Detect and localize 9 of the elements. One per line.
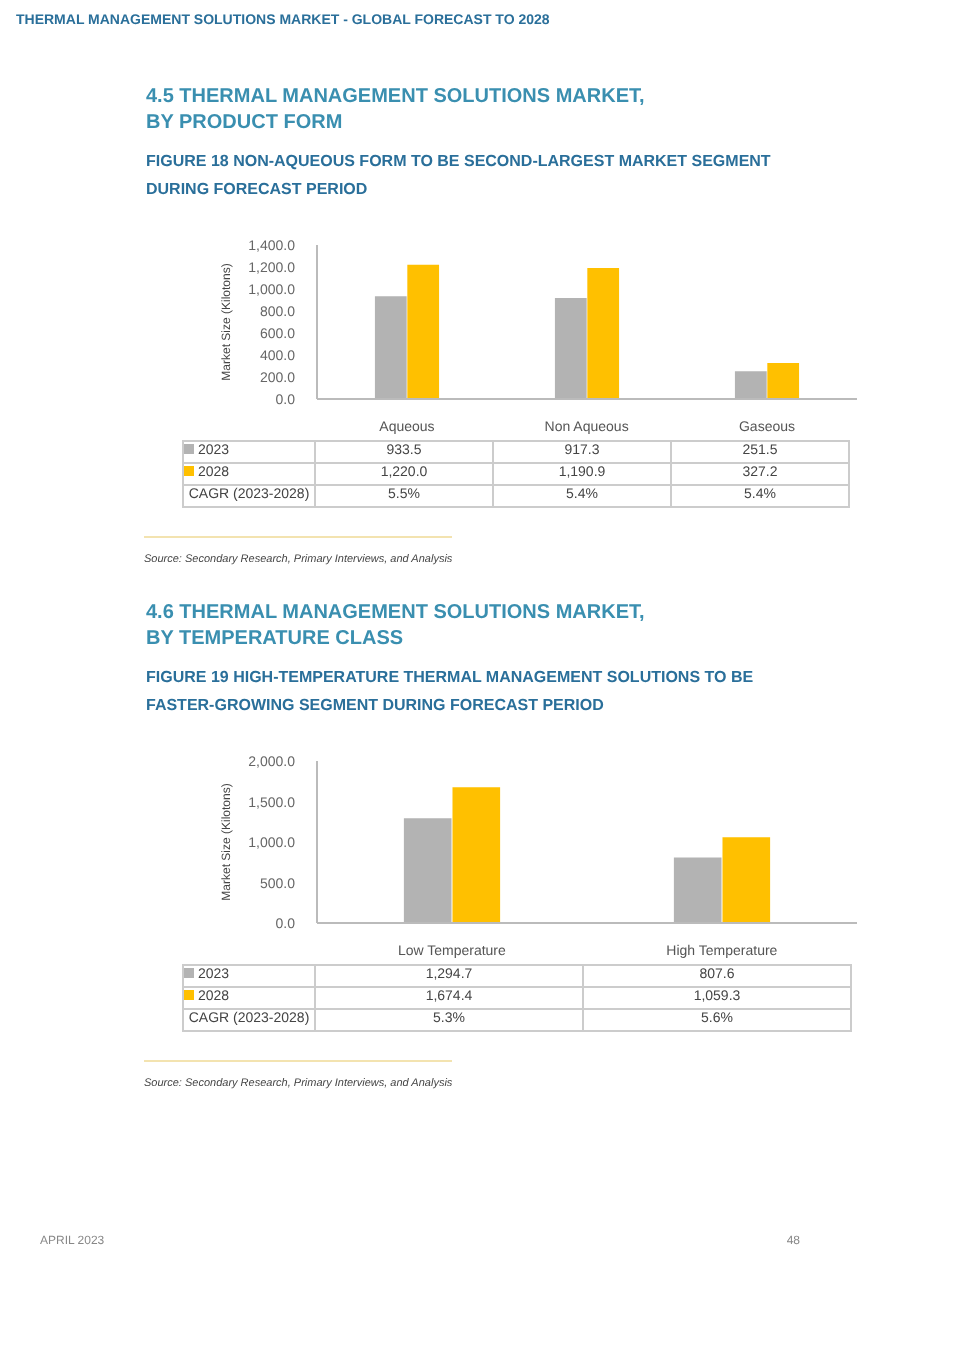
chart-title: 4.5 THERMAL MANAGEMENT SOLUTIONS MARKET, BY PRODUCT FORM [144, 84, 647, 136]
bar [722, 837, 771, 923]
chart-title: 4.6 THERMAL MANAGEMENT SOLUTIONS MARKET, BY TEMPERATURE CLASS [144, 600, 647, 652]
chart-subtitle: FIGURE 19 HIGH-TEMPERATURE THERMAL MANAGEMENT SOLUTIONS TO BE FASTER-GROWING SEGMENT DURING FORECAST PERIOD [144, 666, 756, 718]
bar [767, 363, 800, 399]
chart-subtitle: FIGURE 18 NON-AQUEOUS FORM TO BE SECOND-LARGEST MARKET SEGMENT DURING FORECAST PERIOD [144, 150, 773, 202]
bar [587, 268, 620, 399]
bar [452, 787, 501, 923]
bar [407, 264, 440, 399]
